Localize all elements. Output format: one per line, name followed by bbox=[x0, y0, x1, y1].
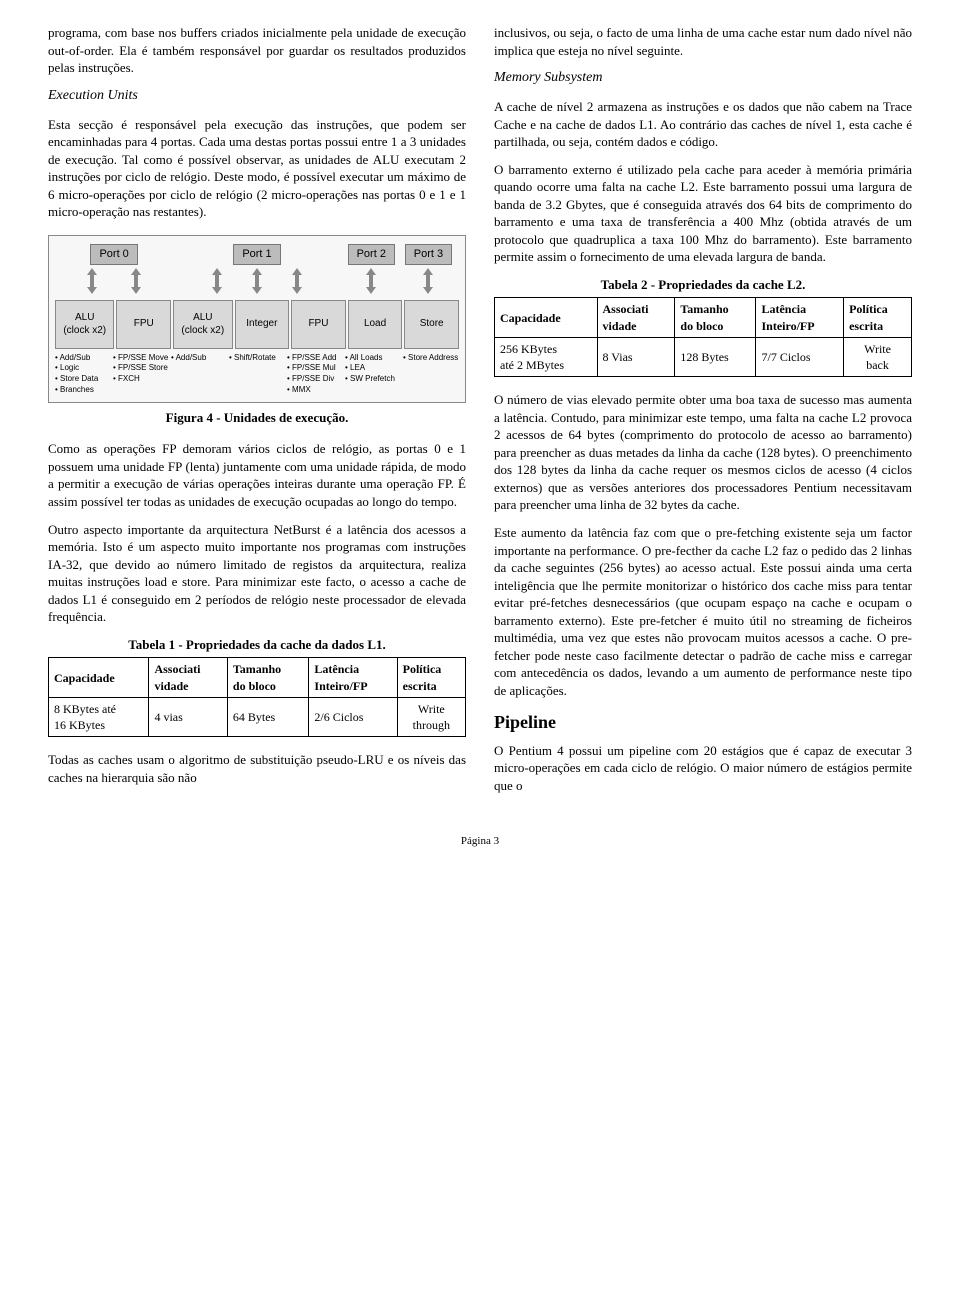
table-header: Políticaescrita bbox=[397, 658, 465, 697]
double-arrow-icon bbox=[250, 268, 264, 294]
port-label: Port 3 bbox=[405, 244, 452, 265]
table-header: Tamanhodo bloco bbox=[675, 298, 756, 337]
ops-col: • FP/SSE Move• FP/SSE Store• FXCH bbox=[113, 353, 169, 396]
table-header: Associatividade bbox=[597, 298, 675, 337]
paragraph: O número de vias elevado permite obter u… bbox=[494, 391, 912, 514]
table-cell: Writethrough bbox=[397, 697, 465, 736]
paragraph: programa, com base nos buffers criados i… bbox=[48, 24, 466, 77]
port-label: Port 2 bbox=[348, 244, 395, 265]
double-arrow-icon bbox=[85, 268, 99, 294]
unit-box: FPU bbox=[116, 300, 171, 349]
ops-item: • FP/SSE Move bbox=[113, 353, 169, 364]
paragraph: O barramento externo é utilizado pela ca… bbox=[494, 161, 912, 266]
table-header: Tamanhodo bloco bbox=[227, 658, 309, 697]
table-cell: Writeback bbox=[844, 337, 912, 376]
ops-item: • Branches bbox=[55, 385, 111, 396]
table-caption: Tabela 1 - Propriedades da cache da dado… bbox=[48, 636, 466, 654]
table-cell: 8 Vias bbox=[597, 337, 675, 376]
ops-item: • MMX bbox=[287, 385, 343, 396]
ops-item: • LEA bbox=[345, 363, 401, 374]
double-arrow-icon bbox=[210, 268, 224, 294]
table-row: 8 KBytes até16 KBytes 4 vias 64 Bytes 2/… bbox=[49, 697, 466, 736]
paragraph: Como as operações FP demoram vários cicl… bbox=[48, 440, 466, 510]
table-l2-cache: Capacidade Associatividade Tamanhodo blo… bbox=[494, 297, 912, 377]
ops-col: • Store Address bbox=[403, 353, 459, 396]
ops-item: • Store Data bbox=[55, 374, 111, 385]
ops-item: • Logic bbox=[55, 363, 111, 374]
paragraph: Esta secção é responsável pela execução … bbox=[48, 116, 466, 221]
double-arrow-icon bbox=[364, 268, 378, 294]
paragraph: Este aumento da latência faz com que o p… bbox=[494, 524, 912, 699]
unit-box: ALU(clock x2) bbox=[173, 300, 232, 349]
ops-row: • Add/Sub• Logic• Store Data• Branches •… bbox=[55, 353, 459, 396]
ops-item: • Add/Sub bbox=[55, 353, 111, 364]
table-header: Capacidade bbox=[495, 298, 598, 337]
figure-caption: Figura 4 - Unidades de execução. bbox=[48, 409, 466, 427]
figure-execution-units: Port 0 Port 1 Port 2 bbox=[48, 235, 466, 403]
ops-col: • Shift/Rotate bbox=[229, 353, 285, 396]
right-column: inclusivos, ou seja, o facto de uma linh… bbox=[494, 24, 912, 804]
paragraph: O Pentium 4 possui um pipeline com 20 es… bbox=[494, 742, 912, 795]
table-header: Capacidade bbox=[49, 658, 149, 697]
port-label: Port 0 bbox=[90, 244, 137, 265]
left-column: programa, com base nos buffers criados i… bbox=[48, 24, 466, 804]
paragraph: A cache de nível 2 armazena as instruçõe… bbox=[494, 98, 912, 151]
ops-item: • All Loads bbox=[345, 353, 401, 364]
table-header: Políticaescrita bbox=[844, 298, 912, 337]
heading-pipeline: Pipeline bbox=[494, 710, 912, 734]
double-arrow-icon bbox=[129, 268, 143, 294]
ops-item: • Shift/Rotate bbox=[229, 353, 285, 364]
port-label: Port 1 bbox=[233, 244, 280, 265]
unit-box: ALU(clock x2) bbox=[55, 300, 114, 349]
ops-col: • Add/Sub bbox=[171, 353, 227, 396]
ops-item: • FP/SSE Mul bbox=[287, 363, 343, 374]
double-arrow-icon bbox=[290, 268, 304, 294]
table-header: LatênciaInteiro/FP bbox=[309, 658, 397, 697]
unit-box: Load bbox=[348, 300, 403, 349]
table-header: LatênciaInteiro/FP bbox=[756, 298, 844, 337]
table-cell: 8 KBytes até16 KBytes bbox=[49, 697, 149, 736]
ops-item: • FP/SSE Add bbox=[287, 353, 343, 364]
ops-col: • All Loads• LEA• SW Prefetch bbox=[345, 353, 401, 396]
heading-execution-units: Execution Units bbox=[48, 87, 466, 106]
unit-box: FPU bbox=[291, 300, 346, 349]
page-number: Página 3 bbox=[48, 834, 912, 849]
table-caption: Tabela 2 - Propriedades da cache L2. bbox=[494, 276, 912, 294]
double-arrow-icon bbox=[421, 268, 435, 294]
table-cell: 256 KBytesaté 2 MBytes bbox=[495, 337, 598, 376]
paragraph: Outro aspecto importante da arquitectura… bbox=[48, 521, 466, 626]
ops-item: • Add/Sub bbox=[171, 353, 227, 364]
paragraph: inclusivos, ou seja, o facto de uma linh… bbox=[494, 24, 912, 59]
table-cell: 2/6 Ciclos bbox=[309, 697, 397, 736]
ops-item: • Store Address bbox=[403, 353, 459, 364]
table-cell: 128 Bytes bbox=[675, 337, 756, 376]
heading-memory-subsystem: Memory Subsystem bbox=[494, 69, 912, 88]
table-header: Associatividade bbox=[149, 658, 227, 697]
table-cell: 64 Bytes bbox=[227, 697, 309, 736]
ops-item: • SW Prefetch bbox=[345, 374, 401, 385]
table-l1-cache: Capacidade Associatividade Tamanhodo blo… bbox=[48, 657, 466, 737]
ops-col: • Add/Sub• Logic• Store Data• Branches bbox=[55, 353, 111, 396]
ops-col: • FP/SSE Add• FP/SSE Mul• FP/SSE Div• MM… bbox=[287, 353, 343, 396]
unit-box: Integer bbox=[235, 300, 290, 349]
paragraph: Todas as caches usam o algoritmo de subs… bbox=[48, 751, 466, 786]
unit-box: Store bbox=[404, 300, 459, 349]
table-cell: 7/7 Ciclos bbox=[756, 337, 844, 376]
table-cell: 4 vias bbox=[149, 697, 227, 736]
table-row: 256 KBytesaté 2 MBytes 8 Vias 128 Bytes … bbox=[495, 337, 912, 376]
ops-item: • FXCH bbox=[113, 374, 169, 385]
ops-item: • FP/SSE Div bbox=[287, 374, 343, 385]
ops-item: • FP/SSE Store bbox=[113, 363, 169, 374]
